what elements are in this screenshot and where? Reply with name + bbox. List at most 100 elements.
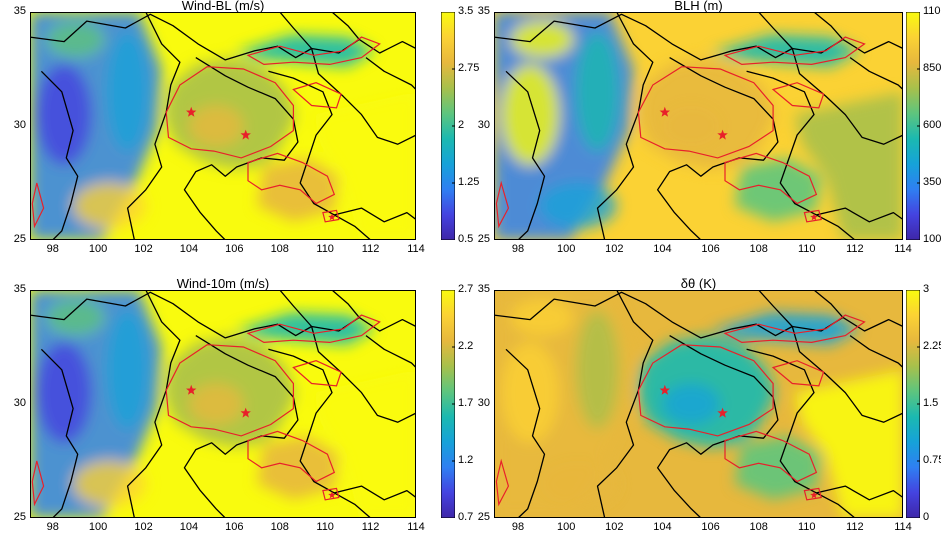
red-contour <box>165 66 294 159</box>
colorbar-delta-theta <box>906 290 920 518</box>
colorbar-tick-label: 1100 <box>923 5 941 17</box>
province-boundary <box>791 48 903 145</box>
province-boundary <box>126 12 181 240</box>
star-2-marker <box>240 407 251 418</box>
province-boundary <box>365 57 416 90</box>
red-contour <box>246 36 381 66</box>
x-tick-label: 114 <box>894 521 912 533</box>
red-contour <box>771 82 825 109</box>
x-tick-label: 104 <box>179 243 199 255</box>
colorbar-tick-label: 1.5 <box>923 397 939 409</box>
province-boundary <box>494 13 903 61</box>
colorbar-tick-label: 2 <box>458 119 465 131</box>
colorbar-gradient <box>441 290 455 518</box>
x-tick-label: 114 <box>894 243 912 255</box>
colorbar-tick-label: 0 <box>923 511 930 523</box>
map-blh <box>494 12 903 240</box>
colorbar-gradient <box>441 12 455 240</box>
x-tick-label: 108 <box>270 243 289 255</box>
y-tick-label: 25 <box>477 511 490 523</box>
field-shading <box>494 290 903 518</box>
province-boundary <box>791 326 903 423</box>
colorbar-tick-label: 2.75 <box>458 62 480 74</box>
star-1-marker <box>186 106 197 117</box>
red-contour <box>724 430 818 483</box>
red-contour <box>724 152 818 205</box>
y-tick-label: 30 <box>477 119 490 131</box>
star-1-marker <box>186 384 197 395</box>
x-tick-label: 106 <box>701 521 720 533</box>
province-boundary <box>494 291 903 339</box>
colorbar-tick-label: 350 <box>923 176 941 188</box>
x-tick-label: 112 <box>361 521 380 533</box>
x-tick-label: 104 <box>653 243 672 255</box>
red-contour <box>803 487 822 501</box>
y-tick-label: 30 <box>477 397 490 409</box>
province-boundary <box>331 12 360 40</box>
map-wind-10m <box>30 290 416 518</box>
province-boundary <box>30 13 416 61</box>
province-boundary <box>334 485 416 501</box>
y-tick-label: 25 <box>13 233 26 245</box>
colorbar-blh <box>906 12 920 240</box>
red-contour <box>723 314 866 344</box>
x-tick-label: 106 <box>225 521 244 533</box>
red-contour <box>246 314 381 344</box>
colorbar-tick-label: 1.2 <box>458 454 474 466</box>
red-contour <box>637 344 774 437</box>
colorbar-tick-label: 3.5 <box>458 5 474 17</box>
y-tick-label: 35 <box>13 5 26 17</box>
map-frame <box>494 290 903 518</box>
colorbar-tick-label: 1.7 <box>458 397 474 409</box>
x-tick-label: 102 <box>134 521 153 533</box>
y-tick-label: 30 <box>13 397 26 409</box>
colorbar-tick-label: 1.25 <box>458 176 480 188</box>
x-tick-label: 106 <box>225 243 244 255</box>
province-boundary <box>596 12 654 240</box>
province-boundary <box>268 348 372 518</box>
x-tick-label: 110 <box>797 243 816 255</box>
province-boundary <box>279 290 313 327</box>
red-contour <box>31 460 45 507</box>
province-boundary <box>365 335 416 368</box>
star-1-marker <box>659 106 670 117</box>
province-boundary <box>505 70 546 240</box>
x-tick-label: 104 <box>179 521 199 533</box>
province-boundary <box>758 12 793 49</box>
colorbar-tick-label: 2.2 <box>458 340 474 352</box>
province-boundary <box>758 290 793 327</box>
panel-title-wind-bl: Wind-BL (m/s) <box>181 0 265 13</box>
x-tick-label: 114 <box>407 521 425 533</box>
province-boundary <box>746 70 856 240</box>
red-contour <box>723 36 866 66</box>
red-contour <box>165 344 294 437</box>
x-tick-label: 112 <box>846 521 864 533</box>
province-boundary <box>331 290 360 318</box>
x-tick-label: 98 <box>511 243 525 255</box>
map-delta-theta <box>494 290 903 518</box>
star-3-marker <box>328 213 336 221</box>
province-boundary <box>813 12 844 40</box>
red-contour <box>637 66 774 159</box>
x-tick-label: 98 <box>46 243 59 255</box>
x-tick-label: 108 <box>749 243 768 255</box>
red-contour <box>322 487 340 501</box>
panel-title-delta-theta: δθ (K) <box>680 276 717 291</box>
province-boundary <box>279 12 313 49</box>
province-boundary <box>813 290 844 318</box>
x-tick-label: 108 <box>270 521 289 533</box>
map-frame <box>494 12 903 240</box>
red-contour <box>247 430 336 483</box>
x-tick-label: 100 <box>556 243 576 255</box>
province-boundary <box>849 57 903 90</box>
colorbar-tick-label: 600 <box>923 119 941 131</box>
province-boundary <box>40 348 79 518</box>
province-boundary <box>40 70 79 240</box>
colorbar-tick-label: 2.7 <box>458 283 474 295</box>
x-tick-label: 100 <box>88 521 108 533</box>
x-tick-label: 102 <box>605 521 624 533</box>
colorbar-wind-10m <box>441 290 455 518</box>
province-boundary <box>30 291 416 339</box>
y-tick-label: 35 <box>477 283 490 295</box>
colorbar-tick-label: 2.25 <box>923 340 941 352</box>
